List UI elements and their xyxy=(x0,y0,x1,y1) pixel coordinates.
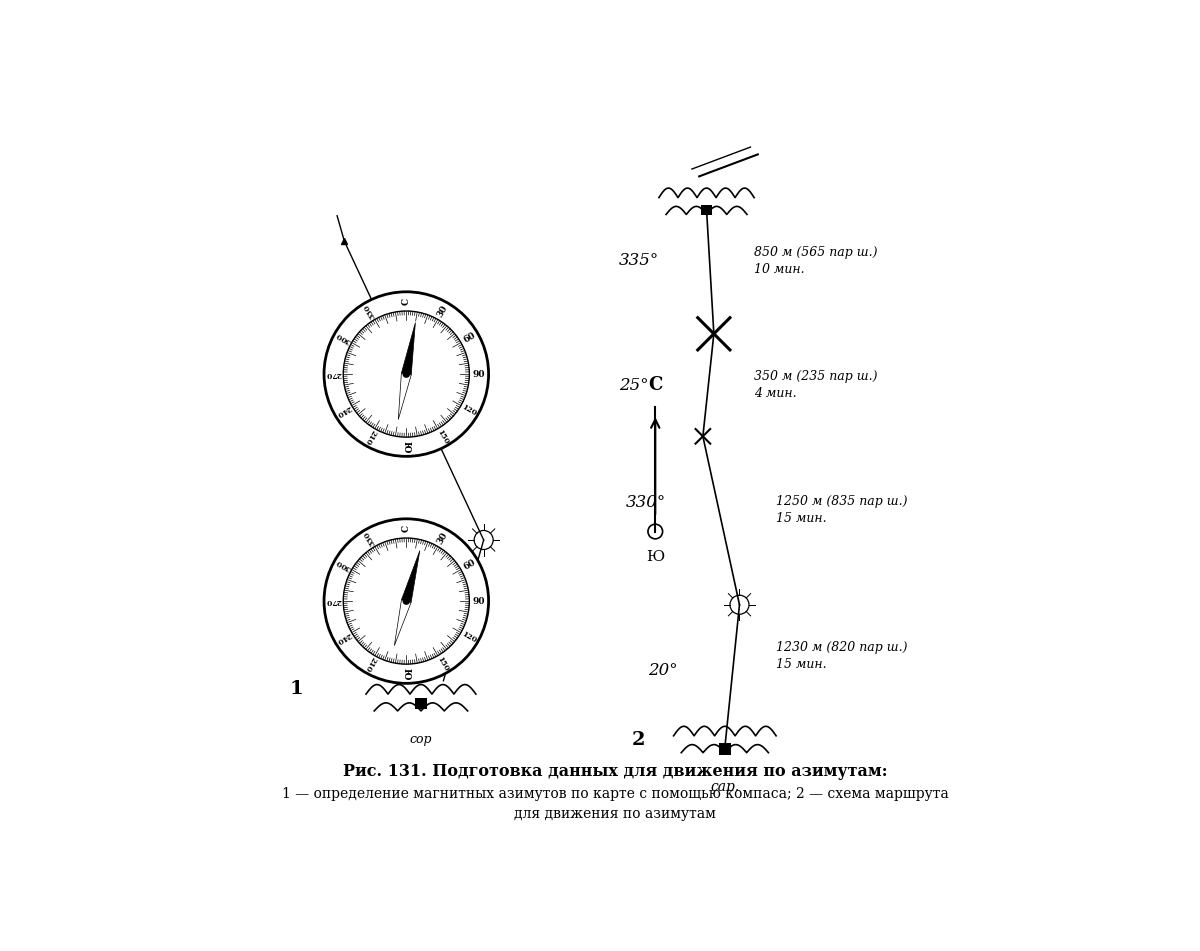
Circle shape xyxy=(324,292,488,456)
Text: С: С xyxy=(648,376,662,394)
Text: 25°: 25° xyxy=(619,377,648,394)
Text: 2: 2 xyxy=(631,731,646,749)
Text: 120: 120 xyxy=(461,630,478,645)
Text: для движения по азимутам: для движения по азимутам xyxy=(514,807,716,821)
Text: С: С xyxy=(402,298,410,305)
Text: 350 м (235 пар ш.)
4 мин.: 350 м (235 пар ш.) 4 мин. xyxy=(754,370,877,400)
Polygon shape xyxy=(395,600,412,646)
Text: 150: 150 xyxy=(436,428,450,446)
Text: 210: 210 xyxy=(362,428,378,446)
Text: 90: 90 xyxy=(473,370,485,378)
Text: 1230 м (820 пар ш.)
15 мин.: 1230 м (820 пар ш.) 15 мин. xyxy=(776,641,907,671)
Text: 240: 240 xyxy=(335,403,353,417)
Text: 270: 270 xyxy=(325,370,342,378)
Circle shape xyxy=(343,311,469,437)
Polygon shape xyxy=(398,373,412,419)
Text: сор: сор xyxy=(409,733,432,746)
Polygon shape xyxy=(402,551,420,602)
Text: 330: 330 xyxy=(362,302,378,320)
Text: 300: 300 xyxy=(335,557,353,573)
Text: С: С xyxy=(402,525,410,532)
Text: 850 м (565 пар ш.)
10 мин.: 850 м (565 пар ш.) 10 мин. xyxy=(754,245,877,276)
Bar xyxy=(702,204,712,215)
Text: сар.: сар. xyxy=(710,781,739,794)
Text: 90: 90 xyxy=(473,596,485,606)
Text: 270: 270 xyxy=(325,597,342,605)
Text: 150: 150 xyxy=(436,655,450,673)
Text: 335°: 335° xyxy=(619,252,659,269)
Text: 330: 330 xyxy=(362,529,378,547)
Text: 300: 300 xyxy=(335,330,353,345)
Text: Ю: Ю xyxy=(646,550,665,564)
Circle shape xyxy=(403,598,409,604)
Polygon shape xyxy=(401,322,415,375)
Circle shape xyxy=(403,371,409,378)
Text: Ю: Ю xyxy=(402,441,410,453)
Text: 1: 1 xyxy=(289,680,304,698)
Text: 120: 120 xyxy=(461,403,478,417)
Text: 1 — определение магнитных азимутов по карте с помощью компаса; 2 — схема маршрут: 1 — определение магнитных азимутов по ка… xyxy=(282,786,948,801)
Text: 240: 240 xyxy=(335,630,353,645)
Text: 20°: 20° xyxy=(648,662,678,679)
Text: 1250 м (835 пар ш.)
15 мин.: 1250 м (835 пар ш.) 15 мин. xyxy=(776,495,907,525)
Text: 330°: 330° xyxy=(626,494,666,511)
Circle shape xyxy=(343,538,469,664)
Circle shape xyxy=(324,519,488,684)
Bar xyxy=(415,698,427,709)
Bar xyxy=(719,743,731,755)
Text: 30: 30 xyxy=(436,303,450,319)
Text: 210: 210 xyxy=(362,655,378,673)
Text: Ю: Ю xyxy=(402,668,410,679)
Text: Рис. 131. Подготовка данных для движения по азимутам:: Рис. 131. Подготовка данных для движения… xyxy=(343,764,887,780)
Text: 30: 30 xyxy=(436,531,450,546)
Text: 60: 60 xyxy=(462,331,476,345)
Text: 60: 60 xyxy=(462,557,476,572)
